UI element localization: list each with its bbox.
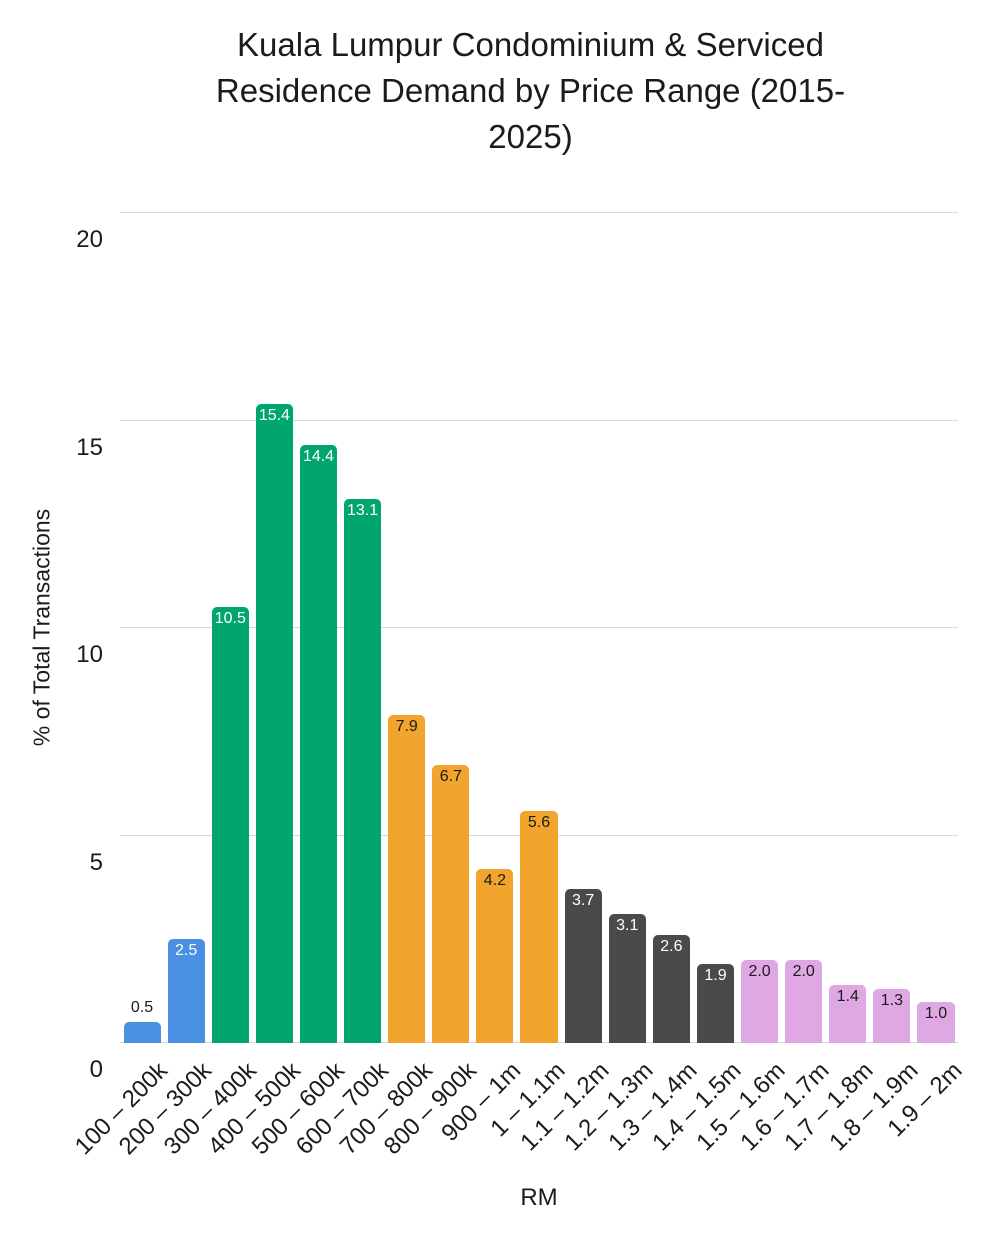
bar-400 – 500k: 15.4 — [255, 403, 293, 1043]
gridline-15: 15 — [76, 419, 958, 461]
bar-slot: 2.0 — [782, 213, 826, 1043]
bar-slot: 5.6 — [517, 213, 561, 1043]
bar-1.9 – 2m: 1.0 — [917, 1001, 955, 1043]
bar-value-label: 4.2 — [483, 871, 507, 889]
bar-1.7 – 1.8m: 1.4 — [829, 984, 867, 1043]
chart-title-line-3: 2025) — [488, 118, 573, 156]
bar-slot: 1.3 — [870, 213, 914, 1043]
chart-title-line-1: Kuala Lumpur Condominium & Serviced — [237, 26, 824, 63]
bar-1.8 – 1.9m: 1.3 — [873, 989, 911, 1043]
y-axis-title: % of Total Transactions — [28, 508, 55, 747]
bar-value-label: 15.4 — [258, 406, 290, 424]
bar-slot: 3.1 — [605, 213, 649, 1043]
bar-1.4 – 1.5m: 1.9 — [696, 964, 735, 1043]
bar-slot: 2.5 — [164, 213, 208, 1043]
chart-title-line-2: Residence Demand by Price Range (2015- — [215, 72, 846, 110]
bar-700 – 800k: 7.9 — [388, 715, 426, 1043]
y-tick-label-0: 0 — [89, 1056, 103, 1083]
bar-value-label: 5.6 — [527, 813, 551, 831]
y-tick-label-15: 15 — [76, 433, 103, 461]
x-axis-title: RM — [520, 1184, 558, 1211]
bar-slot: 10.5 — [208, 213, 252, 1043]
bar-value-label: 2.5 — [175, 942, 198, 960]
bar-value-label: 13.1 — [347, 502, 379, 520]
bar-900 – 1m: 4.2 — [476, 868, 514, 1043]
x-tick-slot: 1.9 – 2m — [882, 1051, 967, 1171]
chart-title: Kuala Lumpur Condominium & Serviced Resi… — [80, 22, 981, 161]
bar-100 – 200k: 0.5 — [123, 999, 161, 1043]
bar-slot: 1.4 — [826, 213, 870, 1043]
bar-value-label: 2.0 — [792, 963, 815, 980]
bar-1.5 – 1.6m: 2.0 — [741, 960, 779, 1043]
bar-value-label: 1.3 — [880, 992, 904, 1010]
bar-slot: 4.2 — [473, 213, 517, 1043]
bar-1.2 – 1.3m: 3.1 — [608, 914, 646, 1043]
gridline-10: 10 — [76, 627, 958, 668]
bar-slot: 1.9 — [693, 213, 737, 1043]
bar-value-label: 10.5 — [214, 610, 246, 628]
bar-slot: 15.4 — [252, 213, 296, 1043]
x-axis-tick-labels: 100 – 200k 200 – 300k 300 – 400k 400 – 500k… — [70, 1051, 967, 1171]
bar-slot: 2.0 — [738, 213, 782, 1043]
bar-500 – 600k: 14.4 — [299, 445, 338, 1043]
bar-slot: 13.1 — [341, 213, 385, 1043]
bar-value-label: 3.1 — [616, 917, 639, 935]
bar-slot: 7.9 — [385, 213, 429, 1043]
bar-slot: 14.4 — [296, 213, 340, 1043]
bar-value-label: 2.6 — [660, 938, 683, 956]
bar-slot: 6.7 — [429, 213, 473, 1043]
bar-300 – 400k: 10.5 — [211, 607, 249, 1043]
bar-slot: 1.0 — [914, 213, 958, 1043]
bar-slot: 0.5 — [120, 213, 164, 1043]
bar-1.3 – 1.4m: 2.6 — [652, 935, 690, 1043]
gridline-20: 20 — [76, 212, 958, 253]
bar-value-label: 7.9 — [395, 718, 418, 736]
plot-area: 0 5 10 15 20 0.5 2.5 10.5 15.4 14.4 13.1 7.9 6.7 4.2… — [76, 212, 958, 1083]
bar-1 – 1.1m: 5.6 — [520, 810, 558, 1043]
bar-value-label: 6.7 — [439, 767, 462, 785]
bar-800 – 900k: 6.7 — [432, 764, 470, 1043]
bar-value-label: 0.5 — [130, 999, 154, 1017]
bar-1.1 – 1.2m: 3.7 — [564, 889, 602, 1043]
bar-value-label: 1.4 — [836, 987, 859, 1005]
bar-slot: 2.6 — [649, 213, 693, 1043]
bar-600 – 700k: 13.1 — [344, 499, 382, 1043]
y-tick-label-5: 5 — [89, 848, 103, 876]
bar-200 – 300k: 2.5 — [167, 939, 205, 1043]
bar-value-label: 1.9 — [704, 967, 727, 985]
bar-value-label: 1.0 — [924, 1004, 948, 1022]
bar-1.6 – 1.7m: 2.0 — [785, 960, 823, 1043]
bar-value-label: 14.4 — [302, 448, 335, 466]
bar-slot: 3.7 — [561, 213, 605, 1043]
bar-value-label: 3.7 — [572, 892, 595, 910]
y-tick-label-20: 20 — [76, 226, 103, 253]
y-tick-label-10: 10 — [76, 641, 103, 668]
bar-series: 0.5 2.5 10.5 15.4 14.4 13.1 7.9 6.7 4.2 5.6 3.7 3.1… — [120, 213, 958, 1043]
bar-value-label: 2.0 — [748, 963, 771, 980]
